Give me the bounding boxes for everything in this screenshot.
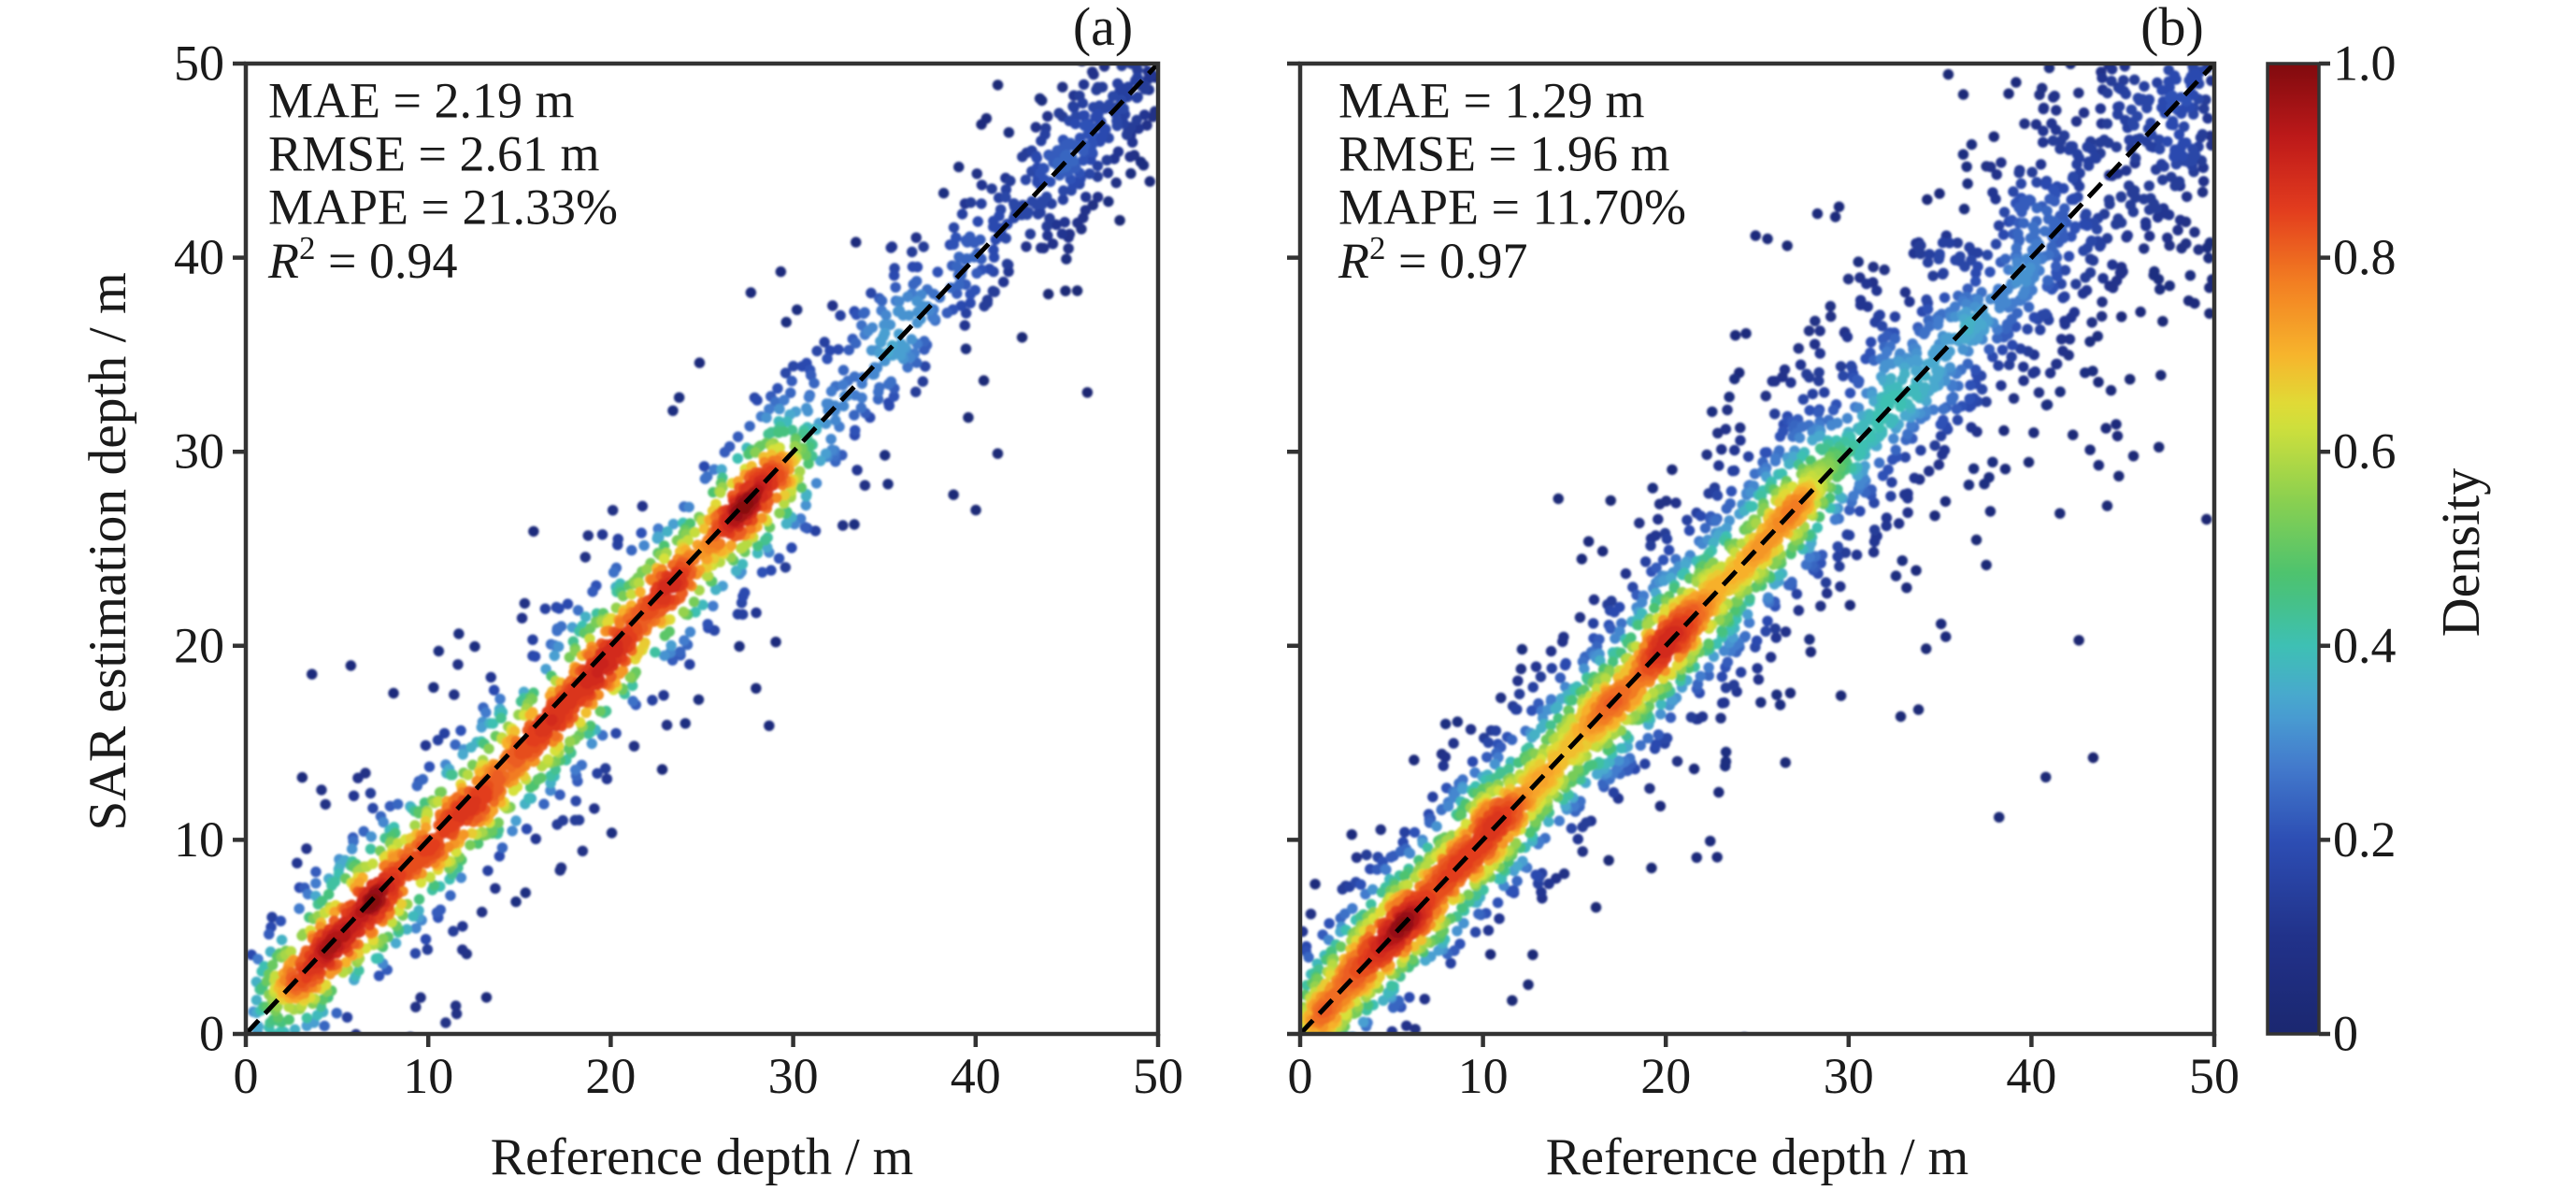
- svg-text:40: 40: [174, 229, 224, 285]
- svg-text:20: 20: [174, 617, 224, 673]
- svg-text:MAPE = 11.70%: MAPE = 11.70%: [1338, 179, 1686, 236]
- svg-text:10: 10: [1458, 1048, 1509, 1104]
- svg-text:MAE = 1.29 m: MAE = 1.29 m: [1338, 73, 1644, 129]
- svg-text:20: 20: [585, 1048, 636, 1104]
- svg-text:0: 0: [1288, 1048, 1313, 1104]
- svg-text:30: 30: [768, 1048, 819, 1104]
- svg-text:MAPE = 21.33%: MAPE = 21.33%: [268, 179, 618, 236]
- svg-text:0: 0: [199, 1006, 224, 1062]
- svg-text:(a): (a): [1073, 0, 1133, 57]
- svg-text:0.6: 0.6: [2333, 423, 2397, 480]
- svg-text:40: 40: [951, 1048, 1001, 1104]
- svg-text:50: 50: [1133, 1048, 1183, 1104]
- svg-text:30: 30: [1824, 1048, 1874, 1104]
- svg-text:1.0: 1.0: [2333, 36, 2397, 92]
- svg-text:10: 10: [174, 811, 224, 868]
- svg-text:RMSE = 2.61 m: RMSE = 2.61 m: [268, 126, 600, 182]
- svg-text:0.4: 0.4: [2333, 617, 2397, 673]
- svg-text:R2 = 0.97: R2 = 0.97: [1338, 230, 1527, 289]
- svg-text:20: 20: [1640, 1048, 1691, 1104]
- svg-text:R2 = 0.94: R2 = 0.94: [267, 230, 457, 289]
- svg-text:RMSE = 1.96 m: RMSE = 1.96 m: [1338, 126, 1670, 182]
- svg-text:50: 50: [174, 36, 224, 92]
- svg-text:(b): (b): [2140, 0, 2204, 57]
- svg-text:0: 0: [234, 1048, 259, 1104]
- svg-text:10: 10: [403, 1048, 453, 1104]
- svg-text:MAE = 2.19 m: MAE = 2.19 m: [268, 73, 574, 129]
- svg-text:30: 30: [174, 423, 224, 480]
- svg-text:40: 40: [2006, 1048, 2056, 1104]
- svg-text:Reference depth / m: Reference depth / m: [491, 1128, 913, 1186]
- svg-text:0: 0: [2333, 1006, 2358, 1062]
- svg-text:Reference depth / m: Reference depth / m: [1546, 1128, 1968, 1186]
- svg-text:SAR estimation depth / m: SAR estimation depth / m: [79, 272, 137, 830]
- svg-text:0.8: 0.8: [2333, 229, 2397, 285]
- svg-text:0.2: 0.2: [2333, 811, 2397, 868]
- svg-text:Density: Density: [2430, 468, 2491, 637]
- svg-text:50: 50: [2189, 1048, 2240, 1104]
